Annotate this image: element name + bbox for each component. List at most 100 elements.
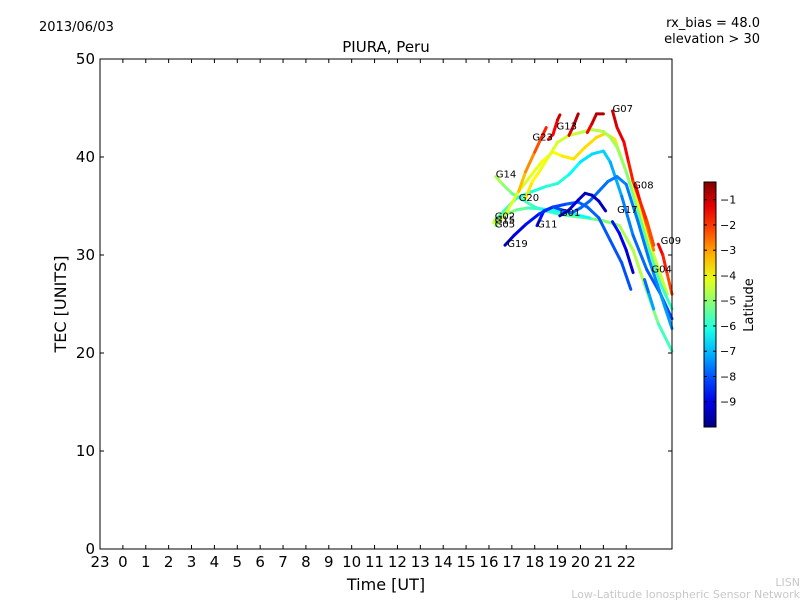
colorbar-tick-label: −6 — [720, 320, 736, 333]
x-tick-label: 10 — [342, 553, 361, 571]
trace-segment — [537, 205, 555, 216]
trace-segment — [611, 109, 619, 130]
x-tick-label: 12 — [388, 553, 407, 571]
trace-segment — [631, 233, 649, 272]
trace-segment — [633, 182, 642, 203]
satellite-label-g04: G04 — [651, 265, 671, 276]
trace-segment — [556, 133, 571, 144]
satellite-label-g14: G14 — [496, 170, 516, 181]
x-tick-label: 6 — [255, 553, 265, 571]
trace-g15 — [494, 221, 499, 228]
trace-g23 — [494, 132, 669, 296]
trace-segment — [624, 248, 635, 275]
colorbar-label: Latitude — [742, 278, 757, 332]
trace-segment — [647, 248, 663, 286]
trace-segment — [597, 180, 610, 193]
satellite-label-g15: G15 — [495, 216, 515, 227]
trace-segment — [514, 206, 530, 212]
satellite-label-g17: G17 — [617, 205, 637, 216]
trace-segment — [631, 248, 646, 286]
trace-segment — [590, 193, 601, 203]
trace-segment — [615, 126, 626, 144]
trace-segment — [544, 209, 560, 216]
x-tick-label: 13 — [411, 553, 430, 571]
trace-segment — [503, 233, 516, 247]
trace-segment — [608, 160, 624, 198]
satellite-label-g05: G05 — [495, 220, 515, 231]
trace-segment — [590, 112, 598, 126]
elevation-label: elevation > 30 — [664, 32, 760, 47]
trace-segment — [558, 208, 571, 218]
trace-g04 — [643, 278, 656, 311]
trace-segment — [601, 219, 621, 228]
plot-frame — [99, 58, 673, 550]
trace-segment — [617, 231, 628, 252]
footer-long: Low-Latitude Ionospheric Sensor Network — [571, 588, 800, 600]
trace-segment — [544, 182, 560, 188]
y-axis-label: TEC [UNITS] — [51, 256, 70, 354]
x-tick-label: 15 — [457, 553, 476, 571]
trace-segment — [540, 126, 548, 139]
trace-segment — [615, 175, 628, 186]
trace-g05 — [492, 217, 498, 225]
trace-segment — [524, 150, 537, 174]
trace-segment — [524, 180, 534, 200]
trace-segment — [528, 184, 548, 194]
trace-segment — [659, 282, 674, 311]
x-tick-label: 11 — [365, 553, 384, 571]
trace-segment — [505, 189, 521, 213]
trace-segment — [597, 199, 608, 213]
y-tick-label: 30 — [76, 246, 95, 264]
trace-segment — [512, 223, 528, 237]
x-tick-label: 22 — [617, 553, 636, 571]
trace-segment — [583, 135, 598, 149]
date-label: 2013/06/03 — [39, 20, 114, 35]
x-tick-label: 8 — [301, 553, 311, 571]
trace-segment — [595, 132, 608, 139]
colorbar — [703, 181, 717, 428]
trace-segment — [493, 217, 498, 223]
trace-segment — [620, 261, 633, 291]
trace-segment — [638, 199, 649, 223]
x-tick-label: 18 — [525, 553, 544, 571]
trace-segment — [551, 202, 569, 209]
trace-segment — [576, 191, 587, 202]
trace-segment — [530, 170, 541, 183]
y-tick-label: 40 — [76, 148, 95, 166]
x-tick-label: 0 — [118, 553, 128, 571]
trace-segment — [615, 145, 628, 174]
trace-a1 — [517, 126, 548, 193]
satellite-label-g09: G09 — [661, 236, 681, 247]
colorbar-tick-label: −1 — [720, 194, 736, 207]
trace-segment — [579, 152, 594, 164]
trace-segment — [567, 124, 576, 137]
y-tick-label: 50 — [76, 50, 95, 68]
x-tick-label: 9 — [324, 553, 334, 571]
y-tick-label: 0 — [85, 540, 95, 558]
trace-segment — [501, 182, 514, 195]
satellite-label-g02: G02 — [495, 212, 515, 223]
x-tick-label: 21 — [594, 553, 613, 571]
y-tick-label: 20 — [76, 344, 95, 362]
x-tick-label: 17 — [502, 553, 521, 571]
satellite-label-g08: G08 — [633, 180, 653, 191]
trace-segment — [533, 135, 544, 154]
chart-title: PIURA, Peru — [342, 38, 429, 56]
trace-segment — [576, 200, 589, 209]
trace-segment — [617, 224, 635, 252]
trace-segment — [647, 292, 656, 311]
trace-g08 — [633, 182, 656, 247]
trace-segment — [636, 209, 651, 252]
trace-segment — [656, 322, 674, 353]
trace-segment — [567, 131, 582, 137]
trace-a4 — [585, 112, 605, 134]
trace-g13 — [524, 128, 674, 311]
trace-segment — [521, 198, 537, 209]
trace-a3 — [567, 112, 580, 137]
trace-segment — [556, 113, 562, 122]
trace-g17 — [611, 220, 635, 275]
trace-segment — [661, 253, 669, 277]
trace-segment — [611, 220, 621, 235]
